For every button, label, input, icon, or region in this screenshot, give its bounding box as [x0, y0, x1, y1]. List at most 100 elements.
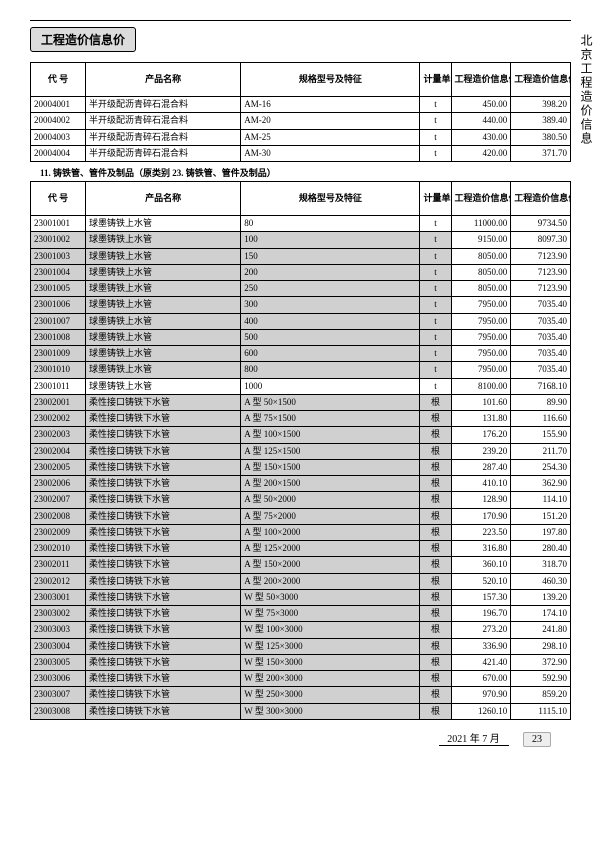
- cell: 520.10: [451, 573, 511, 589]
- table-row: 23003007柔性接口铸铁下水管W 型 250×3000根970.90859.…: [31, 687, 571, 703]
- table-row: 20004002半开级配沥青碎石混合料AM-20t440.00389.40: [31, 113, 571, 129]
- cell: 半开级配沥青碎石混合料: [85, 97, 240, 113]
- cell: A 型 200×1500: [241, 476, 420, 492]
- cell: 170.90: [451, 508, 511, 524]
- cell: 根: [420, 671, 451, 687]
- table-row: 23003008柔性接口铸铁下水管W 型 300×3000根1260.10111…: [31, 703, 571, 719]
- cell: 197.80: [511, 524, 571, 540]
- cell: 7123.90: [511, 248, 571, 264]
- cell: 23003007: [31, 687, 86, 703]
- cell: 根: [420, 606, 451, 622]
- cell: 23003003: [31, 622, 86, 638]
- cell: 336.90: [451, 638, 511, 654]
- cell: 根: [420, 573, 451, 589]
- cell: 800: [241, 362, 420, 378]
- cell: 128.90: [451, 492, 511, 508]
- table-row: 23002003柔性接口铸铁下水管A 型 100×1500根176.20155.…: [31, 427, 571, 443]
- cell: 196.70: [451, 606, 511, 622]
- cell: 23001009: [31, 346, 86, 362]
- cell: 176.20: [451, 427, 511, 443]
- cell: 970.90: [451, 687, 511, 703]
- col-p2-h: 工程造价信息价（除税）: [511, 63, 571, 97]
- cell: A 型 150×1500: [241, 459, 420, 475]
- cell: 300: [241, 297, 420, 313]
- cell: 7950.00: [451, 329, 511, 345]
- cell: 372.90: [511, 654, 571, 670]
- col-p1-h: 工程造价信息价（含税）: [451, 63, 511, 97]
- table-row: 23003002柔性接口铸铁下水管W 型 75×3000根196.70174.1…: [31, 606, 571, 622]
- cell: A 型 150×2000: [241, 557, 420, 573]
- cell: 球墨铸铁上水管: [85, 216, 240, 232]
- table-row: 23002007柔性接口铸铁下水管A 型 50×2000根128.90114.1…: [31, 492, 571, 508]
- cell: 280.40: [511, 541, 571, 557]
- cell: 8097.30: [511, 232, 571, 248]
- table-row: 23003005柔性接口铸铁下水管W 型 150×3000根421.40372.…: [31, 654, 571, 670]
- cell: 430.00: [451, 129, 511, 145]
- cell: 柔性接口铸铁下水管: [85, 654, 240, 670]
- cell: 421.40: [451, 654, 511, 670]
- cell: 380.50: [511, 129, 571, 145]
- cell: t: [420, 313, 451, 329]
- section-2-heading: 11. 铸铁管、管件及制品（原类别 23. 铸铁管、管件及制品）: [40, 166, 571, 179]
- cell: 半开级配沥青碎石混合料: [85, 113, 240, 129]
- cell: 根: [420, 541, 451, 557]
- cell: A 型 100×1500: [241, 427, 420, 443]
- table-row: 20004004半开级配沥青碎石混合料AM-30t420.00371.70: [31, 145, 571, 161]
- cell: 23002001: [31, 394, 86, 410]
- cell: 柔性接口铸铁下水管: [85, 541, 240, 557]
- cell: 200: [241, 264, 420, 280]
- cell: 7950.00: [451, 362, 511, 378]
- cell: 7950.00: [451, 313, 511, 329]
- cell: 11000.00: [451, 216, 511, 232]
- cell: 23003006: [31, 671, 86, 687]
- table-row: 23003003柔性接口铸铁下水管W 型 100×3000根273.20241.…: [31, 622, 571, 638]
- cell: 柔性接口铸铁下水管: [85, 492, 240, 508]
- cell: 23003005: [31, 654, 86, 670]
- table-row: 23001003球墨铸铁上水管150t8050.007123.90: [31, 248, 571, 264]
- col-p1-h2: 工程造价信息价（含税）: [451, 182, 511, 216]
- cell: AM-25: [241, 129, 420, 145]
- price-table-1: 代 号 产品名称 规格型号及特征 计量单位 工程造价信息价（含税） 工程造价信息…: [30, 62, 571, 162]
- cell: 7168.10: [511, 378, 571, 394]
- cell: t: [420, 264, 451, 280]
- cell: AM-20: [241, 113, 420, 129]
- cell: 23002005: [31, 459, 86, 475]
- col-p2-h2: 工程造价信息价（除税）: [511, 182, 571, 216]
- cell: 23001004: [31, 264, 86, 280]
- cell: A 型 125×2000: [241, 541, 420, 557]
- cell: 7950.00: [451, 297, 511, 313]
- cell: 柔性接口铸铁下水管: [85, 671, 240, 687]
- cell: 316.80: [451, 541, 511, 557]
- cell: W 型 150×3000: [241, 654, 420, 670]
- table-1-head: 代 号 产品名称 规格型号及特征 计量单位 工程造价信息价（含税） 工程造价信息…: [31, 63, 571, 97]
- table-row: 23001007球墨铸铁上水管400t7950.007035.40: [31, 313, 571, 329]
- cell: t: [420, 232, 451, 248]
- cell: t: [420, 297, 451, 313]
- cell: 8050.00: [451, 264, 511, 280]
- cell: 398.20: [511, 97, 571, 113]
- cell: 23001011: [31, 378, 86, 394]
- cell: 23002008: [31, 508, 86, 524]
- page-title: 工程造价信息价: [30, 27, 136, 52]
- cell: 8050.00: [451, 248, 511, 264]
- table-row: 23003006柔性接口铸铁下水管W 型 200×3000根670.00592.…: [31, 671, 571, 687]
- cell: 9150.00: [451, 232, 511, 248]
- cell: 150: [241, 248, 420, 264]
- cell: 23001003: [31, 248, 86, 264]
- cell: 半开级配沥青碎石混合料: [85, 129, 240, 145]
- cell: 23002003: [31, 427, 86, 443]
- cell: 柔性接口铸铁下水管: [85, 606, 240, 622]
- cell: A 型 125×1500: [241, 443, 420, 459]
- cell: 8050.00: [451, 281, 511, 297]
- cell: 20004002: [31, 113, 86, 129]
- cell: 球墨铸铁上水管: [85, 313, 240, 329]
- cell: t: [420, 329, 451, 345]
- table-row: 23002004柔性接口铸铁下水管A 型 125×1500根239.20211.…: [31, 443, 571, 459]
- cell: W 型 250×3000: [241, 687, 420, 703]
- cell: 8100.00: [451, 378, 511, 394]
- cell: 254.30: [511, 459, 571, 475]
- cell: 柔性接口铸铁下水管: [85, 573, 240, 589]
- top-rule: [30, 20, 571, 21]
- cell: 根: [420, 703, 451, 719]
- table-row: 23001006球墨铸铁上水管300t7950.007035.40: [31, 297, 571, 313]
